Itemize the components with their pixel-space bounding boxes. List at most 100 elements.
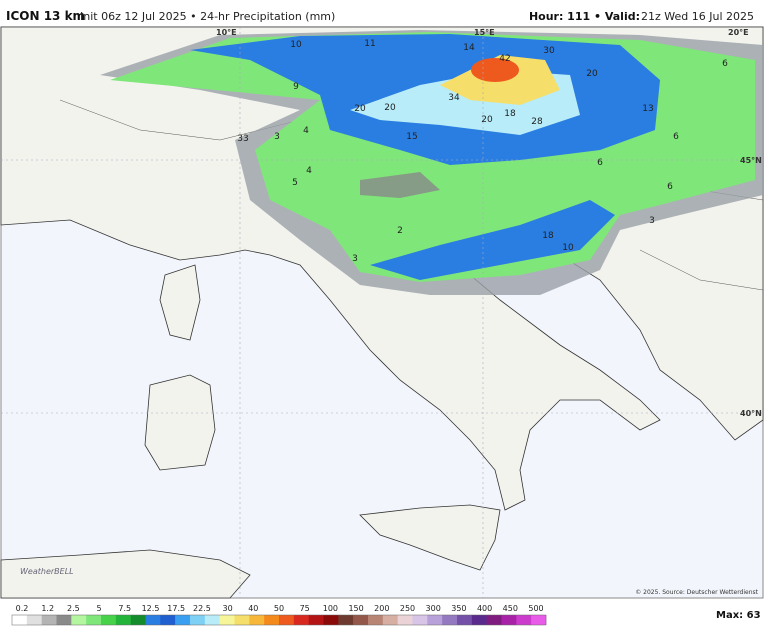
legend-swatch xyxy=(501,615,517,625)
legend-swatch xyxy=(531,615,547,625)
corsica xyxy=(159,264,201,341)
legend-label: 17.5 xyxy=(167,604,185,613)
model-name: ICON 13 km xyxy=(6,9,85,23)
legend: Max: 63 0.2 1.2 2.5 5 7.5 12.5 17.5 22.5 30 40 50 7… xyxy=(11,604,761,626)
legend-swatch xyxy=(293,615,309,625)
precip-blue-south xyxy=(370,200,615,280)
precip-label: 3 xyxy=(274,132,280,142)
precip-label: 20 xyxy=(384,103,396,113)
grid-label: 15°E xyxy=(474,28,495,37)
legend-label: 150 xyxy=(348,604,363,613)
precip-label: 18 xyxy=(504,109,516,119)
legend-swatch xyxy=(264,615,280,625)
legend-label: 200 xyxy=(374,604,389,613)
legend-label: 50 xyxy=(274,604,284,613)
precip-label: 9 xyxy=(293,82,299,92)
legend-swatch xyxy=(442,615,458,625)
sicily xyxy=(359,504,501,571)
grid-label: 40°N xyxy=(740,409,762,418)
legend-swatch xyxy=(160,615,176,625)
legend-label: 5 xyxy=(97,604,102,613)
legend-swatch xyxy=(204,615,220,625)
precip-label: 3 xyxy=(352,254,358,264)
precip-label: 15 xyxy=(406,132,417,142)
legend-swatch xyxy=(190,615,206,625)
legend-swatch xyxy=(457,615,473,625)
legend-swatch xyxy=(427,615,443,625)
precip-label: 10 xyxy=(562,243,574,253)
legend-label: 30 xyxy=(223,604,233,613)
legend-swatch xyxy=(397,615,413,625)
legend-swatch xyxy=(41,615,57,625)
legend-label: 40 xyxy=(248,604,258,613)
precip-label: 4 xyxy=(306,166,312,176)
legend-swatch xyxy=(471,615,487,625)
precip-label: 18 xyxy=(542,231,554,241)
legend-swatch xyxy=(353,615,369,625)
legend-label: 500 xyxy=(528,604,543,613)
grid-label: 45°N xyxy=(740,156,762,165)
legend-swatch xyxy=(71,615,87,625)
precip-labels: 10 11 14 42 30 20 6 9 20 20 34 15 20 18 … xyxy=(237,39,728,264)
precip-label: 10 xyxy=(290,40,302,50)
legend-swatch xyxy=(323,615,339,625)
max-value: Max: 63 xyxy=(716,610,761,621)
legend-label: 250 xyxy=(400,604,415,613)
legend-label: 0.2 xyxy=(16,604,29,613)
precip-label: 30 xyxy=(543,46,555,56)
legend-label: 22.5 xyxy=(193,604,211,613)
valid-prefix: Hour: 111 • Valid: xyxy=(529,10,640,23)
legend-label: 75 xyxy=(300,604,310,613)
legend-swatch xyxy=(86,615,102,625)
grid-label: 20°E xyxy=(728,28,749,37)
precip-label: 5 xyxy=(292,178,298,188)
valid-time: 21z Wed 16 Jul 2025 xyxy=(641,10,754,23)
legend-swatch xyxy=(308,615,324,625)
legend-swatch xyxy=(382,615,398,625)
precip-label: 42 xyxy=(499,54,510,64)
north-africa xyxy=(0,549,251,599)
legend-label: 1.2 xyxy=(41,604,54,613)
precip-gray xyxy=(360,172,440,198)
legend-label: 450 xyxy=(503,604,518,613)
legend-swatch xyxy=(368,615,384,625)
grid-label: 10°E xyxy=(216,28,237,37)
precip-max xyxy=(471,58,519,82)
legend-swatch xyxy=(175,615,191,625)
legend-label: 12.5 xyxy=(142,604,160,613)
legend-swatch xyxy=(234,615,250,625)
precip-label: 33 xyxy=(237,134,248,144)
precip-label: 11 xyxy=(364,39,375,49)
map: 15°E 20°E 45°N 40°N 10°E 10 11 14 42 30 … xyxy=(0,26,764,599)
legend-swatch xyxy=(412,615,428,625)
precip-label: 28 xyxy=(531,117,543,127)
precip-label: 6 xyxy=(667,182,673,192)
legend-swatch xyxy=(486,615,502,625)
legend-label: 350 xyxy=(451,604,466,613)
precip-label: 3 xyxy=(649,216,655,226)
precip-label: 34 xyxy=(448,93,460,103)
legend-swatch xyxy=(219,615,235,625)
legend-label: 300 xyxy=(426,604,441,613)
legend-swatch xyxy=(101,615,117,625)
legend-label: 7.5 xyxy=(118,604,131,613)
legend-swatch xyxy=(279,615,295,625)
legend-swatch xyxy=(338,615,354,625)
legend-swatch xyxy=(12,615,28,625)
precip-label: 2 xyxy=(397,226,403,236)
legend-swatch xyxy=(249,615,265,625)
init-info: Init 06z 12 Jul 2025 • 24-hr Precipitati… xyxy=(80,10,335,23)
precip-label: 4 xyxy=(303,126,309,136)
legend-swatch xyxy=(130,615,146,625)
precip-label: 6 xyxy=(673,132,679,142)
legend-swatch xyxy=(145,615,161,625)
precip-label: 6 xyxy=(722,59,728,69)
legend-label: 100 xyxy=(323,604,338,613)
credit: © 2025. Source: Deutscher Wetterdienst xyxy=(635,589,758,596)
precip-label: 6 xyxy=(597,158,603,168)
legend-swatch xyxy=(516,615,532,625)
legend-swatch xyxy=(115,615,131,625)
precip-label: 14 xyxy=(463,43,475,53)
legend-frame xyxy=(11,614,547,626)
